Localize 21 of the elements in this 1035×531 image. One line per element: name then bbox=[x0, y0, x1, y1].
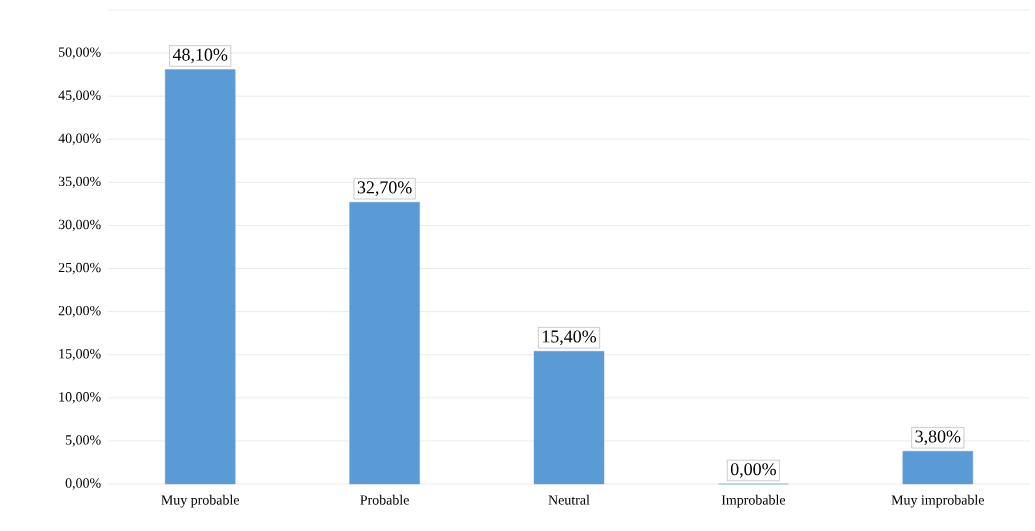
x-tick-label: Probable bbox=[360, 494, 409, 505]
y-tick-label: 15,00% bbox=[59, 349, 101, 361]
y-tick-label: 0,00% bbox=[65, 478, 101, 490]
y-tick-label: 35,00% bbox=[58, 176, 101, 189]
data-label: 0,00% bbox=[730, 463, 776, 478]
x-tick-label: Muy probable bbox=[161, 494, 240, 508]
y-tick-label: 10,00% bbox=[59, 392, 101, 404]
y-tick-label: 40,00% bbox=[58, 133, 101, 145]
y-tick-label: 20,00% bbox=[58, 305, 101, 318]
y-tick-label: 5,00% bbox=[65, 435, 101, 447]
x-tick-label: Neutral bbox=[548, 494, 590, 505]
data-label: 3,80% bbox=[915, 430, 961, 446]
data-label: 32,70% bbox=[357, 181, 412, 197]
data-label: 48,10% bbox=[172, 48, 228, 64]
y-tick-label: 45,00% bbox=[58, 90, 101, 102]
y-tick-label: 30,00% bbox=[58, 219, 101, 232]
x-tick-label: Improbable bbox=[721, 494, 786, 508]
y-tick-label: 25,00% bbox=[58, 262, 101, 275]
y-tick-label: 50,00% bbox=[58, 47, 101, 59]
data-label: 15,40% bbox=[542, 330, 597, 346]
x-tick-label: Muy improbable bbox=[891, 494, 984, 508]
